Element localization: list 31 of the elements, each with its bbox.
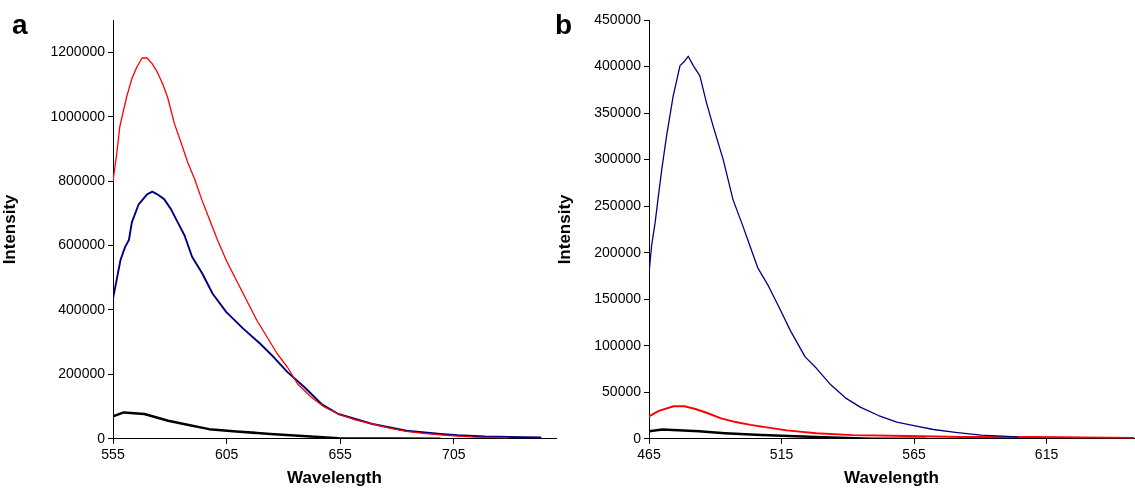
y-tick-label: 50000: [602, 383, 642, 400]
y-tick-label: 200000: [594, 243, 642, 260]
y-tick-label: 200000: [58, 365, 106, 382]
chart-title: b: [555, 8, 573, 40]
y-tick-label: 0: [633, 429, 642, 446]
x-tick-label: 615: [1034, 446, 1059, 463]
x-axis-title: Wavelength: [844, 468, 939, 488]
y-tick-label: 100000: [594, 336, 642, 353]
y-tick-label: 400000: [58, 300, 106, 317]
y-tick-label: 600000: [58, 236, 106, 253]
y-axis-title: Intensity: [554, 193, 574, 265]
x-axis-title: Wavelength: [287, 468, 382, 488]
y-tick-label: 0: [97, 429, 106, 446]
y-tick-label: 800000: [58, 171, 106, 188]
x-tick-label: 555: [101, 446, 125, 463]
x-tick-label: 605: [214, 446, 239, 463]
y-tick-label: 450000: [594, 10, 642, 27]
x-tick-label: 515: [769, 446, 794, 463]
y-tick-label: 300000: [594, 150, 642, 167]
y-tick-label: 1000000: [50, 107, 106, 124]
y-tick-label: 350000: [594, 103, 642, 120]
y-tick-label: 1200000: [50, 43, 106, 60]
chart-title: a: [12, 8, 28, 40]
y-axis-title: Intensity: [0, 193, 19, 265]
x-tick-label: 705: [442, 446, 466, 463]
x-tick-label: 565: [902, 446, 926, 463]
x-tick-label: 465: [637, 446, 661, 463]
y-tick-label: 400000: [594, 57, 642, 74]
y-tick-label: 150000: [594, 290, 642, 307]
x-tick-label: 655: [328, 446, 353, 463]
y-tick-label: 250000: [594, 196, 642, 213]
